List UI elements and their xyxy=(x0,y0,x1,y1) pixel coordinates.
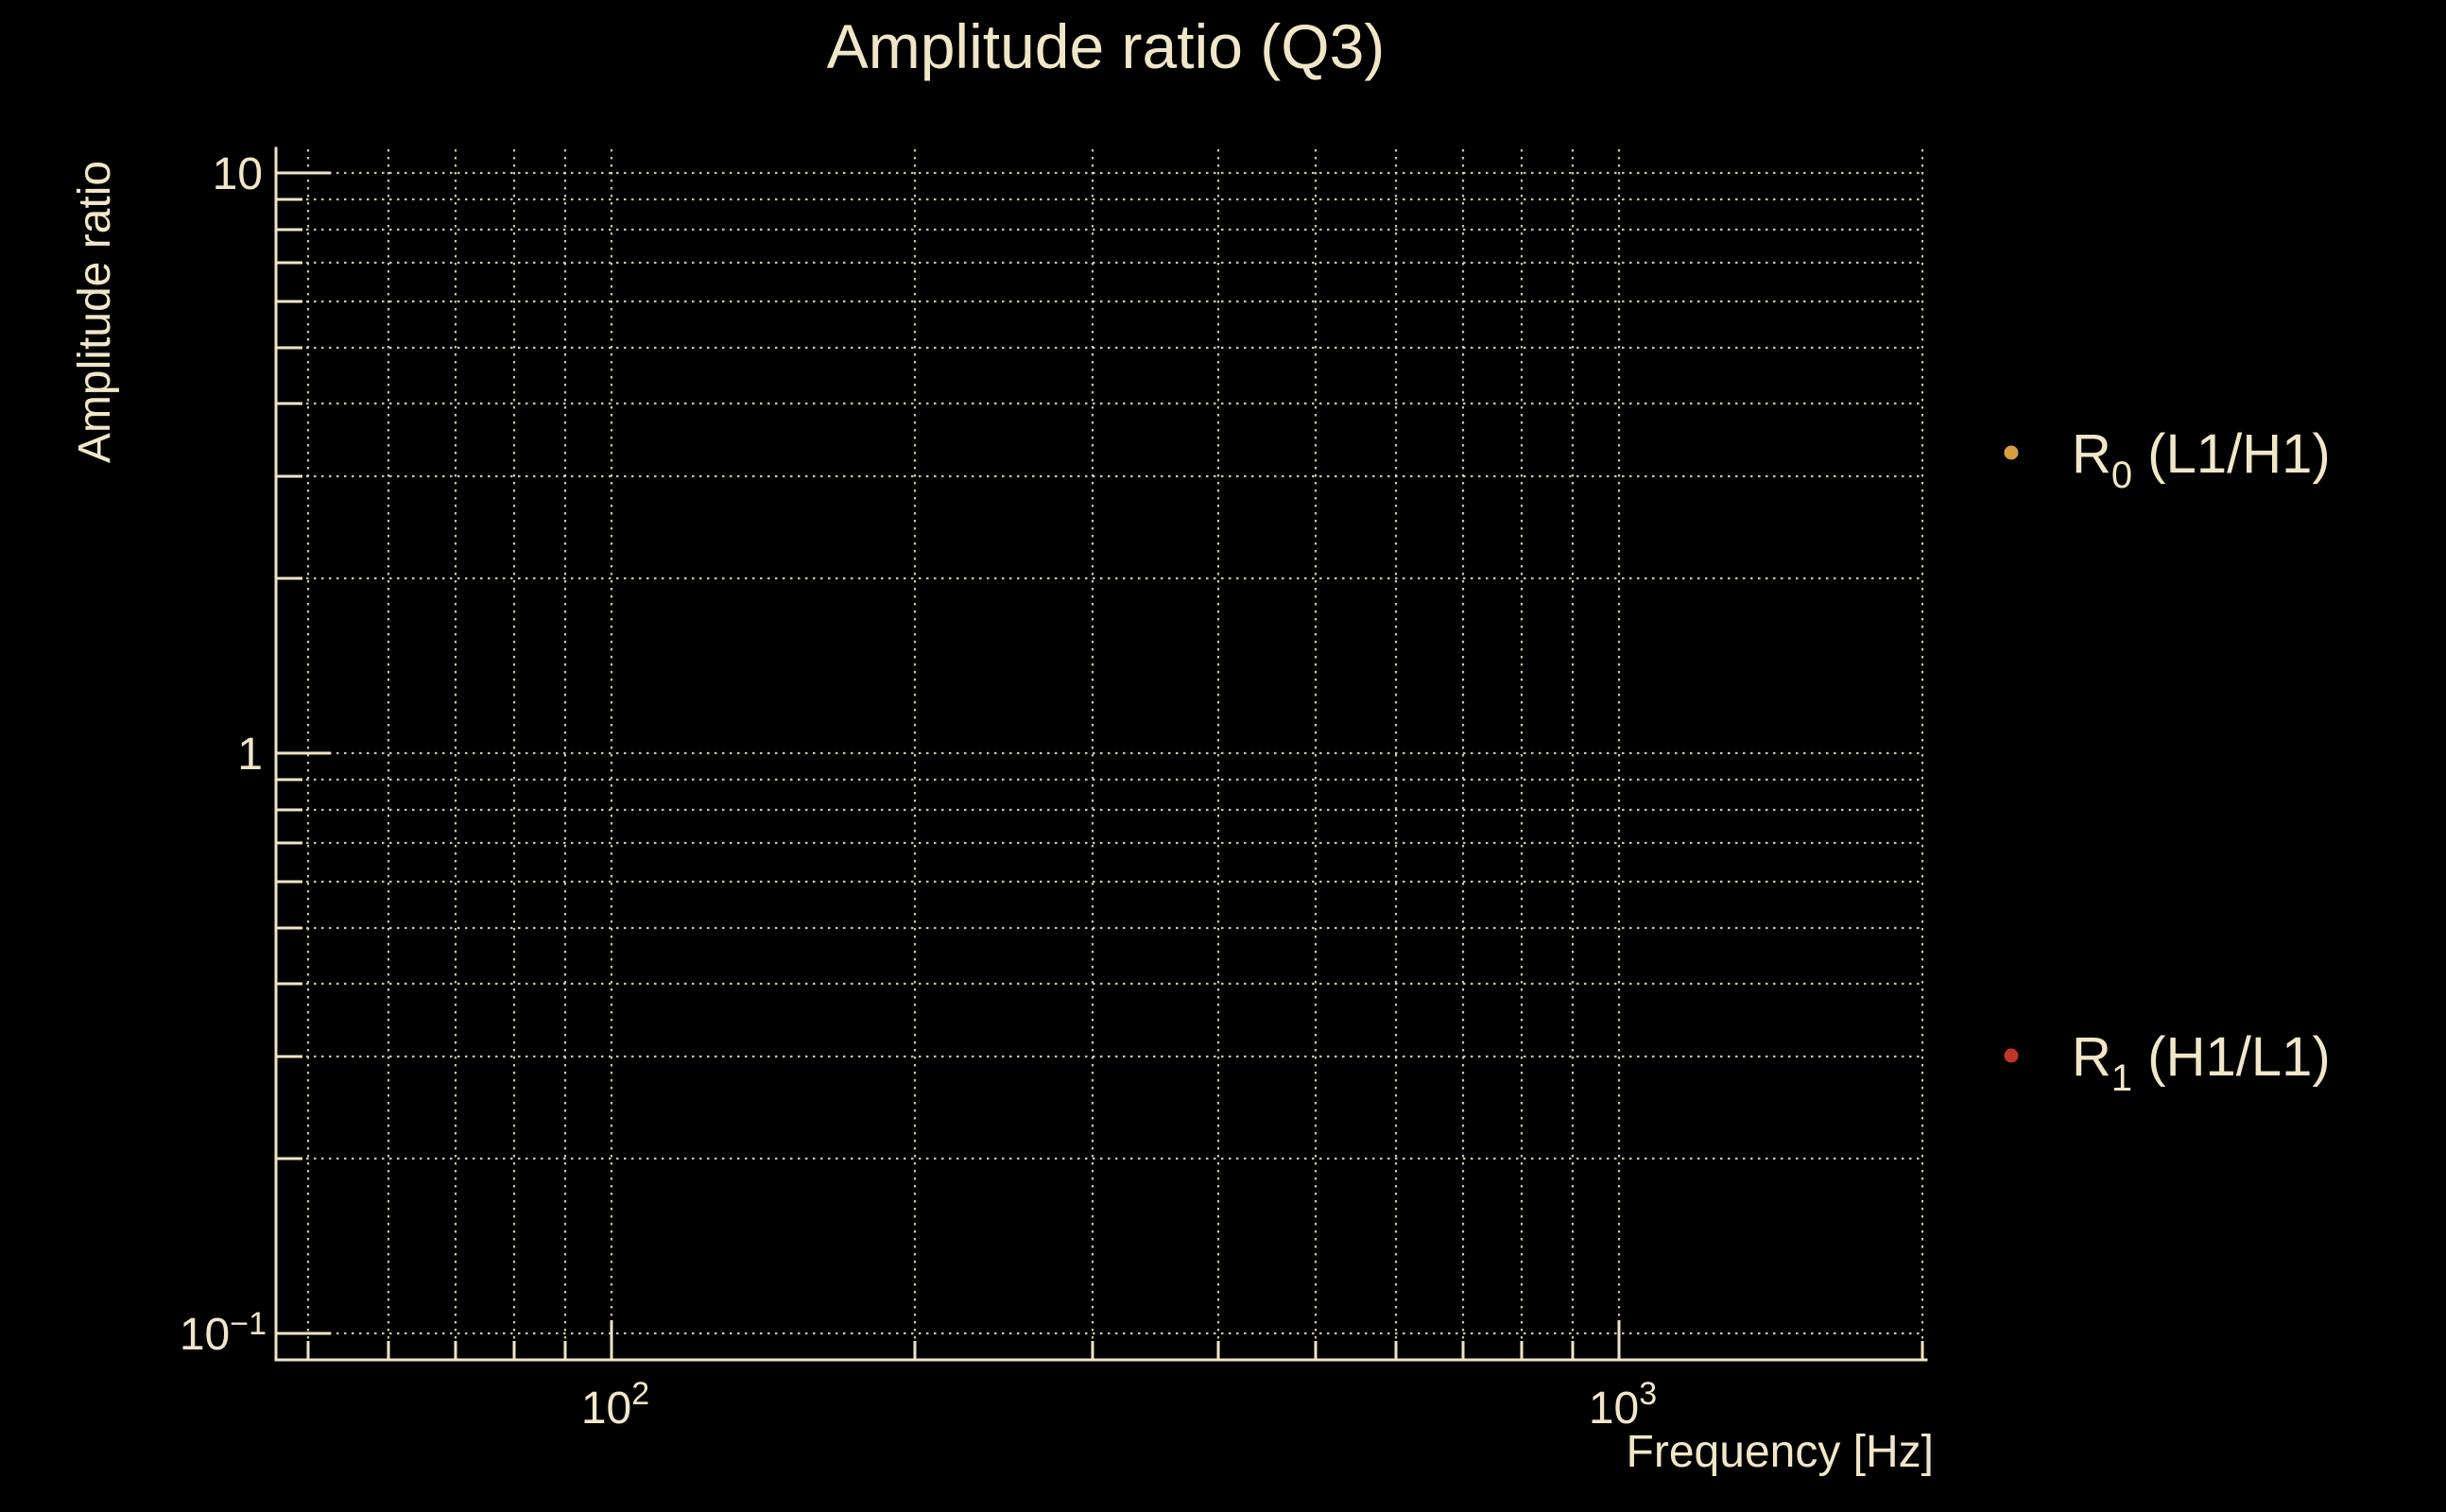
tick-marks xyxy=(276,171,1924,1360)
legend-r1-subscript: 1 xyxy=(2111,1057,2132,1099)
x-tick-100-base: 10 xyxy=(581,1383,631,1434)
legend-r0-rest: (L1/H1) xyxy=(2132,423,2331,485)
x-tick-1000-base: 10 xyxy=(1589,1383,1639,1434)
chart-title: Amplitude ratio (Q3) xyxy=(827,11,1386,81)
legend-marker-r1-icon xyxy=(2004,1048,2019,1063)
x-tick-label-1000: 103 xyxy=(1589,1376,1657,1434)
y-axis-label: Amplitude ratio xyxy=(70,161,120,463)
legend-r1-rest: (H1/L1) xyxy=(2132,1026,2331,1088)
gridlines xyxy=(276,149,1924,1360)
x-tick-1000-exponent: 3 xyxy=(1639,1376,1657,1412)
x-axis-label: Frequency [Hz] xyxy=(1627,1427,1934,1477)
legend: R0 (L1/H1) R1 (H1/L1) xyxy=(2004,423,2331,1099)
legend-r1-main: R xyxy=(2072,1026,2111,1088)
legend-r0-subscript: 0 xyxy=(2111,455,2132,496)
y-tick-label-1: 1 xyxy=(237,730,263,780)
y-tick-0p1-base: 10 xyxy=(180,1310,230,1360)
y-tick-label-0p1: 10−1 xyxy=(180,1306,267,1360)
y-tick-0p1-exponent: −1 xyxy=(230,1306,267,1342)
x-tick-label-100: 102 xyxy=(581,1376,649,1434)
legend-marker-r0-icon xyxy=(2004,445,2019,460)
x-tick-100-exponent: 2 xyxy=(631,1376,649,1412)
legend-label-r0: R0 (L1/H1) xyxy=(2072,423,2331,496)
y-tick-label-10: 10 xyxy=(213,149,263,199)
legend-label-r1: R1 (H1/L1) xyxy=(2072,1026,2331,1099)
legend-r0-main: R xyxy=(2072,423,2111,485)
